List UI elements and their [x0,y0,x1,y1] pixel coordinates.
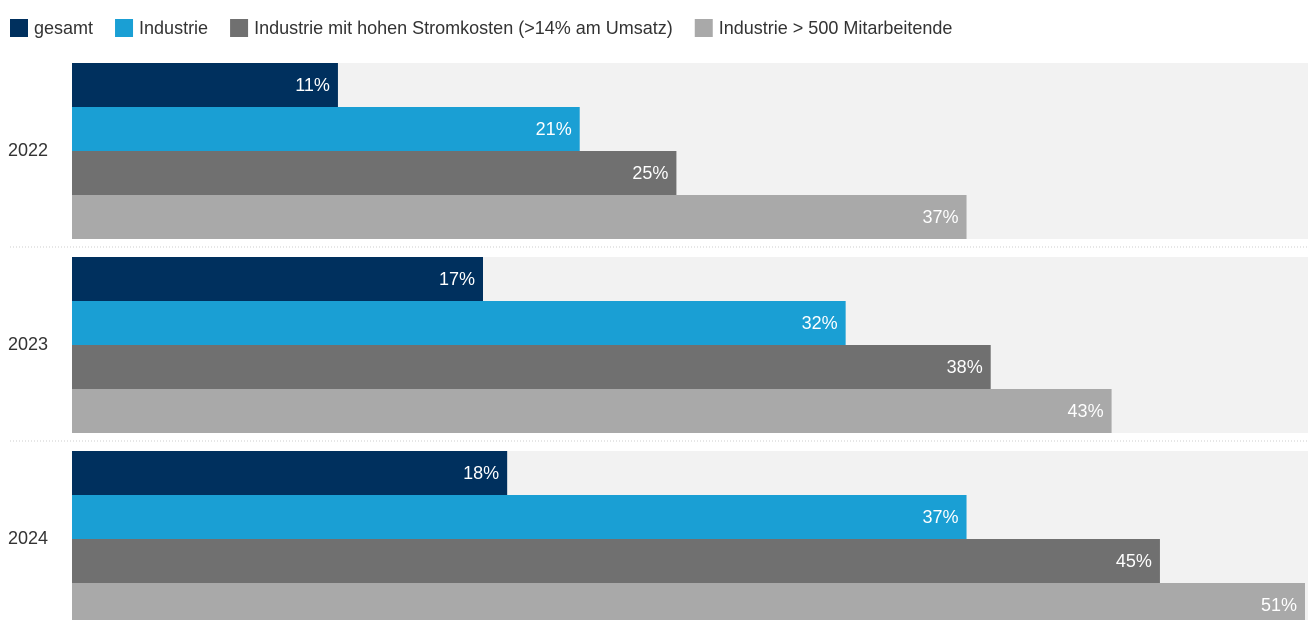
legend-label: Industrie mit hohen Stromkosten (>14% am… [254,18,673,38]
value-label: 45% [1116,551,1152,571]
bar [72,389,1112,433]
bar [72,63,338,107]
legend-label: Industrie [139,18,208,38]
bar [72,451,508,495]
legend-label: gesamt [34,18,93,38]
legend-label: Industrie > 500 Mitarbeitende [719,18,953,38]
value-label: 21% [536,119,572,139]
legend-swatch [10,19,28,37]
value-label: 37% [922,207,958,227]
bar [72,195,967,239]
y-tick-label: 2024 [8,528,48,548]
bar [72,583,1305,620]
value-label: 25% [632,163,668,183]
bar [72,345,991,389]
bar [72,257,483,301]
value-label: 43% [1068,401,1104,421]
bar [72,151,677,195]
bar [72,495,967,539]
legend-swatch [115,19,134,37]
bar [72,539,1160,583]
value-label: 17% [439,269,475,289]
value-label: 37% [922,507,958,527]
legend-swatch [694,19,713,37]
value-label: 32% [802,313,838,333]
y-tick-label: 2023 [8,334,48,354]
bar [72,107,580,151]
value-label: 38% [947,357,983,377]
bar [72,301,846,345]
value-label: 18% [463,463,499,483]
value-label: 51% [1261,595,1297,615]
legend-swatch [230,19,249,37]
y-tick-label: 2022 [8,140,48,160]
value-label: 11% [295,75,330,95]
